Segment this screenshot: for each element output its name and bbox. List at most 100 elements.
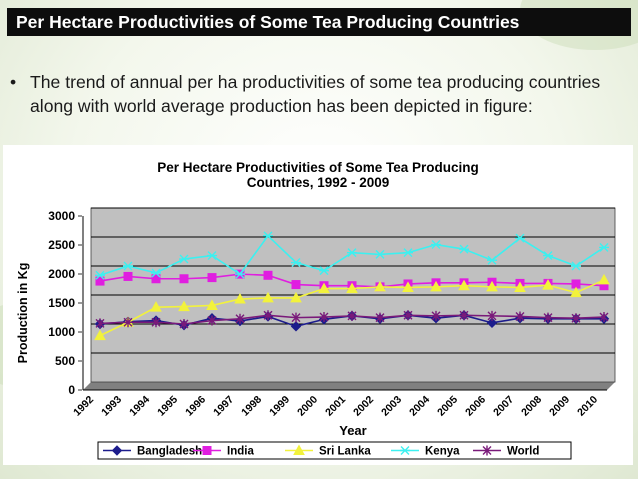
- x-tick-label: 1999: [267, 394, 292, 419]
- x-tick-label: 1993: [99, 394, 124, 419]
- data-point-india: [207, 273, 217, 283]
- data-point-world: [375, 312, 385, 323]
- data-point-sri-lanka: [514, 281, 526, 292]
- legend-marker-bangladesh: [111, 445, 123, 456]
- data-point-world: [95, 318, 105, 329]
- legend-marker-kenya: [400, 446, 410, 455]
- legend-label-world: World: [507, 446, 539, 458]
- data-point-sri-lanka: [150, 301, 162, 312]
- chart-title-line2: Countries, 1992 - 2009: [247, 175, 390, 190]
- data-point-kenya: [599, 242, 609, 252]
- data-point-sri-lanka: [430, 280, 442, 292]
- data-point-world: [571, 313, 581, 324]
- data-point-kenya: [347, 248, 357, 258]
- data-point-world: [207, 315, 217, 326]
- data-point-india: [123, 271, 133, 281]
- x-tick-label: 1992: [71, 394, 96, 419]
- y-tick-label: 1000: [48, 325, 75, 339]
- line-chart: Per Hectare Productivities of Some Tea P…: [16, 160, 616, 460]
- legend-box: [97, 441, 572, 460]
- x-tick-label: 2008: [519, 394, 544, 419]
- legend-marker-sri-lanka: [293, 444, 305, 455]
- data-point-kenya: [431, 240, 441, 250]
- chart-title-line1: Per Hectare Productivities of Some Tea P…: [157, 160, 479, 175]
- data-point-sri-lanka: [570, 286, 582, 298]
- y-tick-label: 2500: [48, 238, 75, 252]
- data-point-bangladesh: [290, 321, 302, 332]
- data-point-sri-lanka: [234, 293, 246, 304]
- x-tick-label: 2010: [575, 394, 600, 419]
- y-tick-label: 1500: [48, 296, 75, 310]
- x-tick-label: 2004: [407, 394, 432, 419]
- data-point-world: [347, 310, 357, 321]
- data-point-world: [543, 312, 553, 323]
- slide-title: Per Hectare Productivities of Some Tea P…: [16, 12, 520, 32]
- x-tick-label: 1994: [127, 394, 152, 419]
- x-axis-label: Year: [339, 423, 366, 438]
- x-tick-label: 2007: [491, 394, 516, 419]
- data-point-world: [179, 319, 189, 329]
- legend-label-kenya: Kenya: [425, 446, 460, 458]
- data-point-world: [459, 310, 469, 321]
- x-tick-label: 2006: [463, 394, 488, 419]
- data-point-kenya: [459, 244, 469, 254]
- data-point-sri-lanka: [318, 282, 330, 294]
- data-point-kenya: [375, 249, 385, 259]
- chart-container: Per Hectare Productivities of Some Tea P…: [3, 145, 633, 465]
- x-tick-label: 1995: [155, 394, 180, 419]
- data-point-kenya: [263, 231, 273, 241]
- data-point-kenya: [403, 248, 413, 258]
- legend-label-bangladesh: Bangladesh: [137, 446, 202, 458]
- x-tick-label: 2000: [295, 394, 320, 419]
- legend-marker-world: [482, 445, 492, 456]
- data-point-kenya: [123, 261, 133, 271]
- legend-label-india: India: [227, 446, 254, 458]
- x-tick-label: 2003: [379, 394, 404, 419]
- data-point-world: [487, 310, 497, 321]
- data-point-sri-lanka: [290, 291, 302, 303]
- data-point-sri-lanka: [346, 282, 358, 294]
- data-point-world: [431, 310, 441, 321]
- data-point-world: [403, 310, 413, 321]
- data-point-world: [291, 312, 301, 323]
- data-point-world: [599, 312, 609, 323]
- x-tick-label: 1998: [239, 394, 264, 419]
- data-point-world: [319, 312, 329, 323]
- data-point-sri-lanka: [374, 280, 386, 292]
- x-tick-label: 1996: [183, 394, 208, 419]
- data-point-world: [151, 317, 161, 328]
- x-tick-label: 2009: [547, 394, 572, 419]
- data-point-india: [95, 276, 105, 286]
- x-tick-label: 2005: [435, 394, 460, 419]
- data-point-sri-lanka: [402, 281, 414, 292]
- y-tick-label: 0: [68, 383, 75, 397]
- slide-title-bar: Per Hectare Productivities of Some Tea P…: [7, 8, 631, 36]
- bullet-symbol: •: [10, 72, 17, 92]
- y-tick-label: 2000: [48, 267, 75, 281]
- data-point-world: [515, 311, 525, 322]
- data-point-sri-lanka: [598, 273, 610, 285]
- bullet-text: The trend of annual per ha productivitie…: [30, 72, 601, 116]
- data-point-sri-lanka: [206, 299, 218, 310]
- data-point-sri-lanka: [94, 329, 106, 341]
- data-point-sri-lanka: [458, 279, 470, 291]
- legend-label-sri-lanka: Sri Lanka: [319, 446, 371, 458]
- data-point-india: [179, 274, 189, 284]
- data-point-sri-lanka: [178, 300, 190, 312]
- data-point-sri-lanka: [486, 280, 498, 292]
- data-point-sri-lanka: [542, 279, 554, 290]
- data-point-world: [263, 310, 273, 321]
- data-point-kenya: [515, 233, 525, 243]
- x-tick-label: 1997: [211, 394, 236, 419]
- data-point-india: [151, 274, 161, 284]
- data-point-kenya: [319, 266, 329, 276]
- y-tick-label: 500: [55, 354, 75, 368]
- data-point-world: [235, 313, 245, 324]
- data-point-kenya: [571, 261, 581, 271]
- y-axis-label: Production in Kg: [16, 263, 30, 364]
- data-point-kenya: [543, 251, 553, 261]
- data-point-kenya: [291, 258, 301, 268]
- y-tick-label: 3000: [48, 209, 75, 223]
- x-tick-label: 2001: [323, 394, 348, 419]
- data-point-kenya: [151, 268, 161, 278]
